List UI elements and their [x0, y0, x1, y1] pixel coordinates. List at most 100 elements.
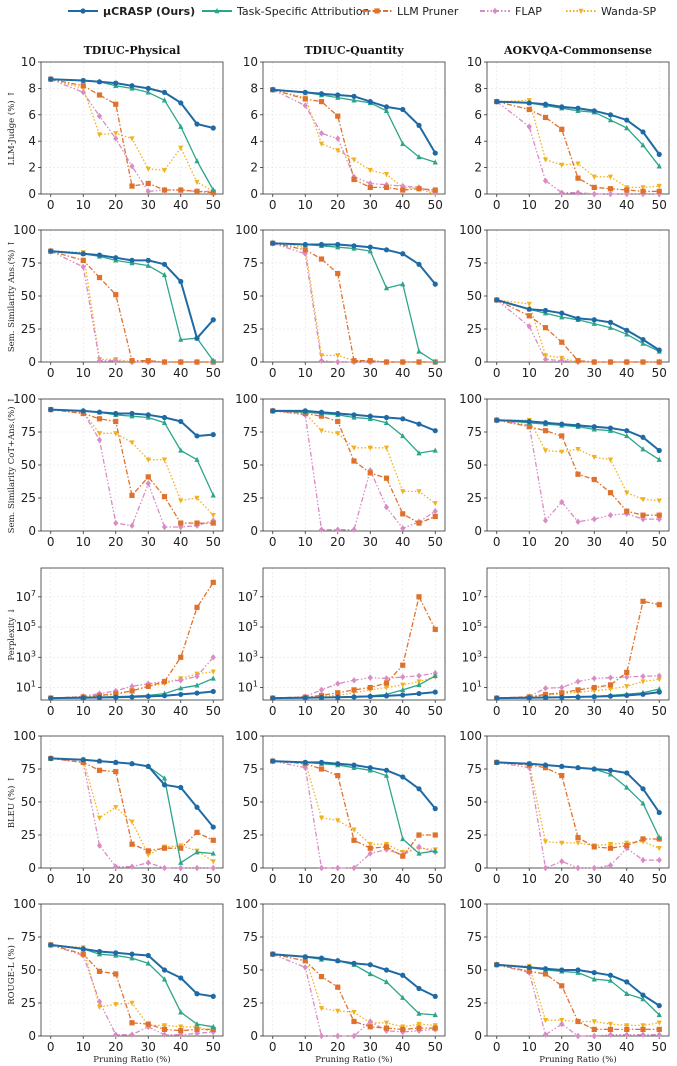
data-point-llm-pruner — [335, 418, 341, 425]
data-point-crasp-ours — [335, 92, 341, 98]
data-point-wanda-sp — [335, 148, 341, 154]
series-line-crasp-ours — [272, 953, 436, 998]
x-tick-label: 20 — [108, 535, 123, 549]
data-point-flap — [318, 130, 325, 137]
x-tick-label: 20 — [330, 535, 345, 549]
data-point-crasp-ours — [129, 951, 135, 957]
data-point-wanda-sp — [656, 183, 662, 190]
legend-entry-wanda-sp: Wanda-SP — [566, 5, 657, 18]
data-point-wanda-sp — [383, 685, 390, 691]
data-point-wanda-sp — [129, 440, 135, 446]
data-point-crasp-ours — [432, 281, 438, 287]
data-point-task-specific-attribution — [161, 775, 168, 781]
data-point-crasp-ours — [432, 150, 438, 156]
data-point-task-specific-attribution — [194, 1021, 200, 1027]
data-point-task-specific-attribution — [416, 348, 422, 354]
data-point-llm-pruner — [432, 513, 438, 520]
data-point-flap — [210, 1028, 216, 1036]
data-point-llm-pruner — [194, 829, 200, 835]
y-tick-label: 107 — [238, 589, 258, 604]
series-line-llm-pruner — [496, 100, 660, 193]
data-point-llm-pruner — [559, 690, 565, 696]
data-point-llm-pruner — [624, 842, 630, 849]
series-crasp-ours — [48, 688, 216, 701]
data-point-llm-pruner — [351, 176, 357, 183]
data-point-wanda-sp — [607, 457, 614, 463]
data-point-flap — [559, 1020, 565, 1028]
series-line-crasp-ours — [496, 100, 661, 155]
x-tick-label: 50 — [652, 1040, 667, 1054]
y-tick-label: 100 — [459, 897, 482, 911]
data-point-wanda-sp — [656, 677, 662, 683]
y-tick-label: 0 — [28, 187, 36, 201]
data-point-flap — [302, 964, 308, 971]
x-tick-label: 40 — [173, 704, 188, 718]
series-line-flap — [272, 672, 436, 699]
data-point-llm-pruner — [80, 951, 86, 957]
data-point-crasp-ours — [432, 689, 438, 695]
data-point-llm-pruner — [416, 520, 422, 526]
data-point-llm-pruner — [80, 83, 86, 89]
y-tick-label: 10 — [467, 55, 482, 69]
data-point-task-specific-attribution — [178, 1009, 184, 1015]
data-point-crasp-ours — [129, 410, 135, 417]
data-point-crasp-ours — [591, 424, 597, 430]
data-point-llm-pruner — [607, 682, 614, 688]
data-point-crasp-ours — [559, 967, 565, 973]
data-point-task-specific-attribution — [640, 142, 646, 148]
series-line-wanda-sp — [50, 408, 214, 516]
data-point-flap — [367, 674, 373, 681]
data-point-crasp-ours — [161, 967, 168, 973]
x-tick-label: 30 — [141, 1040, 156, 1054]
panel-rouge-l-tdiuc-quantity: 0 25 50 75 100 0 10 20 30 40 50 Pruning Ratio (%) — [235, 897, 446, 1065]
data-point-crasp-ours — [335, 958, 341, 964]
data-point-task-specific-attribution — [656, 1011, 662, 1018]
data-point-flap — [96, 436, 103, 444]
data-point-crasp-ours — [178, 975, 184, 981]
x-tick-label: 10 — [298, 1040, 313, 1054]
y-tick-label: 75 — [21, 425, 36, 439]
data-point-crasp-ours — [591, 108, 597, 114]
data-point-llm-pruner — [367, 470, 373, 476]
data-point-flap — [129, 522, 135, 529]
data-point-wanda-sp — [129, 1000, 135, 1006]
series-wanda-sp — [494, 417, 662, 504]
data-point-crasp-ours — [640, 434, 646, 440]
data-point-crasp-ours — [210, 824, 216, 830]
x-tick-label: 30 — [363, 1040, 378, 1054]
series-crasp-ours — [494, 759, 662, 816]
data-point-task-specific-attribution — [640, 800, 646, 806]
data-point-crasp-ours — [80, 408, 86, 414]
legend-entry-llm-pruner: LLM Pruner — [362, 5, 459, 18]
data-point-task-specific-attribution — [383, 772, 390, 778]
y-tick-label: 75 — [467, 930, 482, 944]
data-point-crasp-ours — [367, 413, 373, 419]
data-point-crasp-ours — [351, 960, 357, 967]
data-point-llm-pruner — [432, 187, 438, 193]
data-point-crasp-ours — [383, 967, 390, 973]
plot-area — [487, 568, 669, 700]
data-point-flap — [542, 1031, 549, 1038]
series-llm-pruner — [494, 99, 662, 194]
x-tick-label: 20 — [554, 1040, 569, 1054]
series-line-llm-pruner — [496, 964, 660, 1031]
y-tick-label: 100 — [459, 223, 482, 237]
series-line-crasp-ours — [496, 299, 660, 351]
data-point-crasp-ours — [96, 409, 103, 415]
x-tick-label: 50 — [652, 535, 667, 549]
data-point-task-specific-attribution — [178, 123, 184, 129]
y-tick-label: 103 — [462, 649, 482, 664]
data-point-wanda-sp — [383, 445, 390, 451]
data-point-crasp-ours — [178, 418, 184, 425]
data-point-wanda-sp — [113, 1002, 119, 1008]
x-tick-label: 50 — [206, 366, 221, 380]
data-point-llm-pruner — [526, 313, 532, 319]
data-point-crasp-ours — [145, 257, 151, 263]
data-point-llm-pruner — [542, 114, 549, 121]
y-tick-label: 10 — [243, 55, 258, 69]
plot-area — [263, 399, 445, 531]
data-point-wanda-sp — [161, 457, 168, 463]
data-point-llm-pruner — [400, 511, 406, 517]
series-line-llm-pruner — [50, 250, 214, 363]
series-crasp-ours — [270, 689, 438, 701]
